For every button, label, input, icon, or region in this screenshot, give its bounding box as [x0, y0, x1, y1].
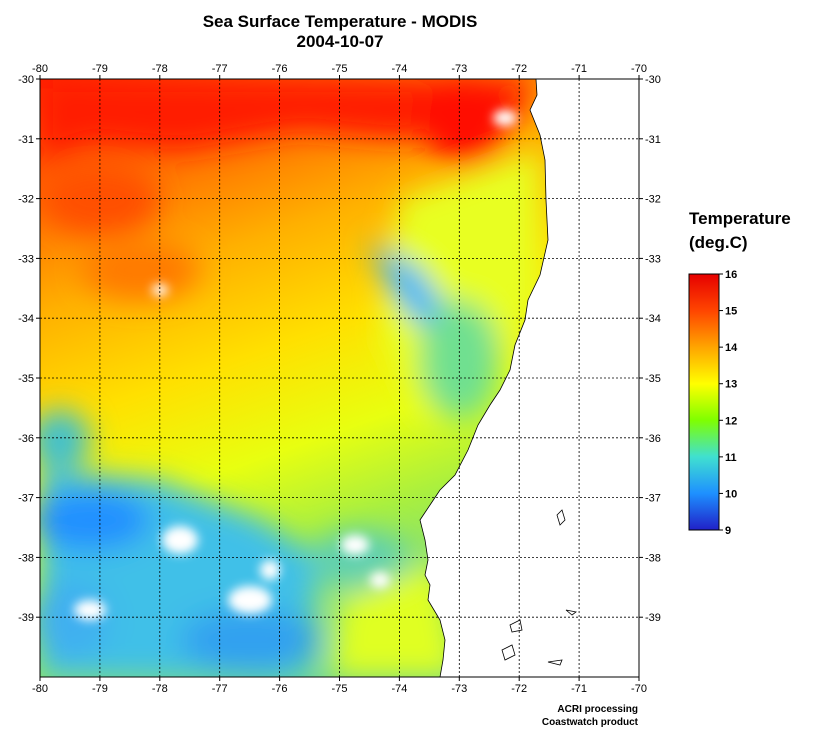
x-tick-label-bottom: -76: [272, 683, 288, 695]
legend-title: Temperature: [689, 209, 791, 228]
x-tick-label-top: -71: [571, 63, 587, 75]
x-tick-label-bottom: -72: [511, 683, 527, 695]
y-tick-label-right: -37: [645, 493, 661, 505]
x-tick-label-bottom: -74: [391, 683, 407, 695]
credit-product: Coastwatch product: [541, 717, 638, 728]
map-date: 2004-10-07: [296, 32, 384, 51]
colorbar-tick-label: 10: [725, 488, 737, 500]
colorbar-tick-label: 13: [725, 379, 737, 391]
y-tick-label-right: -30: [645, 74, 661, 86]
x-tick-label-bottom: -77: [212, 683, 228, 695]
colorbar: 16 15 14 13 12 11 10 9: [688, 269, 738, 537]
y-tick-label-right: -39: [645, 612, 661, 624]
y-tick-label-right: -34: [645, 313, 661, 325]
x-tick-label-bottom: -73: [451, 683, 467, 695]
y-tick-label-left: -36: [18, 433, 34, 445]
x-tick-label-bottom: -70: [631, 683, 647, 695]
x-tick-label-top: -70: [631, 63, 647, 75]
colorbar-labels: 16 15 14 13 12 11 10 9: [719, 269, 738, 537]
y-tick-label-left: -32: [18, 194, 34, 206]
y-tick-label-right: -36: [645, 433, 661, 445]
x-tick-label-top: -75: [332, 63, 348, 75]
credit-processing: ACRI processing: [557, 704, 638, 715]
x-tick-label-top: -80: [32, 63, 48, 75]
x-tick-label-top: -77: [212, 63, 228, 75]
x-tick-label-top: -76: [272, 63, 288, 75]
colorbar-tick-label: 12: [725, 415, 737, 427]
x-tick-label-bottom: -79: [92, 683, 108, 695]
y-tick-label-left: -37: [18, 493, 34, 505]
y-tick-label-left: -30: [18, 74, 34, 86]
tick-marks: [36, 75, 643, 681]
x-tick-label-top: -74: [391, 63, 407, 75]
x-tick-label-top: -79: [92, 63, 108, 75]
y-tick-label-left: -39: [18, 612, 34, 624]
legend-units: (deg.C): [689, 233, 748, 252]
sst-field: [40, 79, 639, 677]
y-tick-label-right: -35: [645, 373, 661, 385]
colorbar-tick-label: 15: [725, 306, 737, 318]
x-tick-label-top: -78: [152, 63, 168, 75]
x-tick-label-bottom: -80: [32, 683, 48, 695]
x-tick-label-bottom: -78: [152, 683, 168, 695]
tick-labels: -80 -80 -79 -79 -78 -78 -77 -77 -76 -76 -75 -75 -74 -…: [18, 63, 661, 695]
x-tick-label-top: -73: [451, 63, 467, 75]
colorbar-tick-label: 14: [725, 342, 738, 354]
y-tick-label-right: -38: [645, 552, 661, 564]
y-tick-label-left: -35: [18, 373, 34, 385]
y-tick-label-left: -31: [18, 134, 34, 146]
colorbar-tick-label: 11: [725, 452, 737, 464]
y-tick-label-left: -33: [18, 253, 34, 265]
y-tick-label-left: -38: [18, 552, 34, 564]
x-tick-label-top: -72: [511, 63, 527, 75]
map-title: Sea Surface Temperature - MODIS: [202, 12, 478, 31]
y-tick-label-left: -34: [18, 313, 34, 325]
colorbar-tick-label: 9: [725, 525, 731, 537]
y-tick-label-right: -33: [645, 253, 661, 265]
colorbar-ramp: [688, 273, 720, 531]
colorbar-tick-label: 16: [725, 269, 737, 281]
y-tick-label-right: -32: [645, 194, 661, 206]
x-tick-label-bottom: -71: [571, 683, 587, 695]
x-tick-label-bottom: -75: [332, 683, 348, 695]
y-tick-label-right: -31: [645, 134, 661, 146]
